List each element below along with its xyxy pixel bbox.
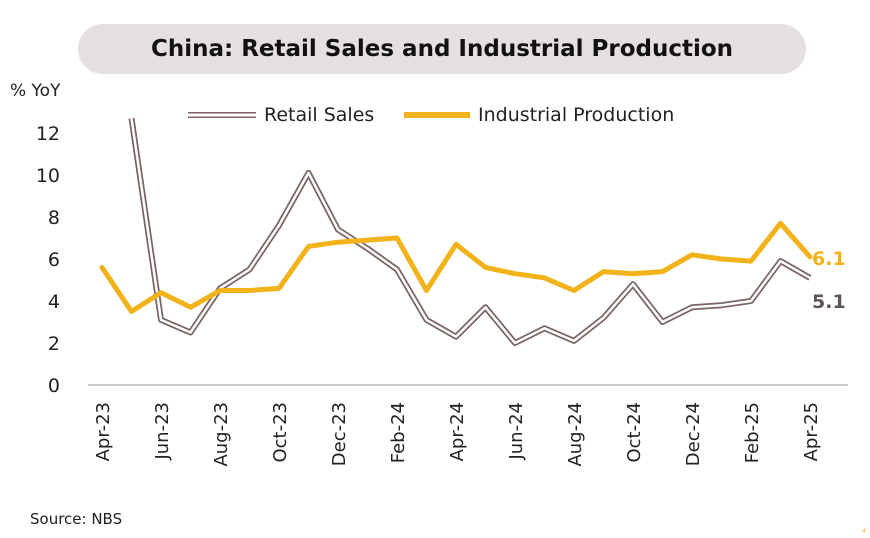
x-tick-label: Oct-23 [270,402,291,463]
end-label-industrial: 6.1 [812,248,846,270]
y-tick-label: 0 [48,375,60,397]
retail-sales-line-core [130,118,811,345]
x-tick-label: Feb-25 [742,402,763,463]
y-tick-label: 4 [48,291,60,313]
x-tick-label: Jun-24 [506,402,527,461]
legend-industrial-label: Industrial Production [478,104,674,126]
retail-sales-line-outline [128,118,812,346]
legend: Retail Sales Industrial Production [188,104,674,126]
end-label-retail: 5.1 [812,291,846,313]
page-number: 4 [862,528,866,535]
y-tick-label: 12 [36,123,60,145]
industrial-production-line [99,220,813,314]
x-tick-label: Apr-23 [93,402,114,461]
x-tick-label: Jun-23 [152,402,173,461]
x-tick-labels: Apr-23 Jun-23 Aug-23 Oct-23 Dec-23 Feb-24 Apr-… [93,402,822,467]
y-axis-label: % YoY [10,81,61,101]
legend-retail-label: Retail Sales [264,104,374,126]
y-tick-label: 8 [48,207,60,229]
source-note: Source: NBS [30,510,123,528]
y-tick-label: 10 [36,165,60,187]
x-tick-label: Aug-24 [565,402,586,467]
y-tick-label: 2 [48,333,60,355]
y-tick-labels: 0 2 4 6 8 10 12 [36,123,60,397]
x-tick-label: Aug-23 [211,402,232,467]
title-banner: China: Retail Sales and Industrial Produ… [78,24,806,74]
series-lines [99,118,813,346]
x-tick-label: Apr-25 [801,402,822,461]
x-tick-label: Dec-24 [683,402,704,466]
chart-title: China: Retail Sales and Industrial Produ… [150,36,734,62]
x-tick-label: Dec-23 [329,402,350,466]
x-tick-label: Feb-24 [388,402,409,463]
x-tick-label: Apr-24 [447,402,468,461]
x-tick-label: Oct-24 [624,402,645,463]
y-tick-label: 6 [48,249,60,271]
